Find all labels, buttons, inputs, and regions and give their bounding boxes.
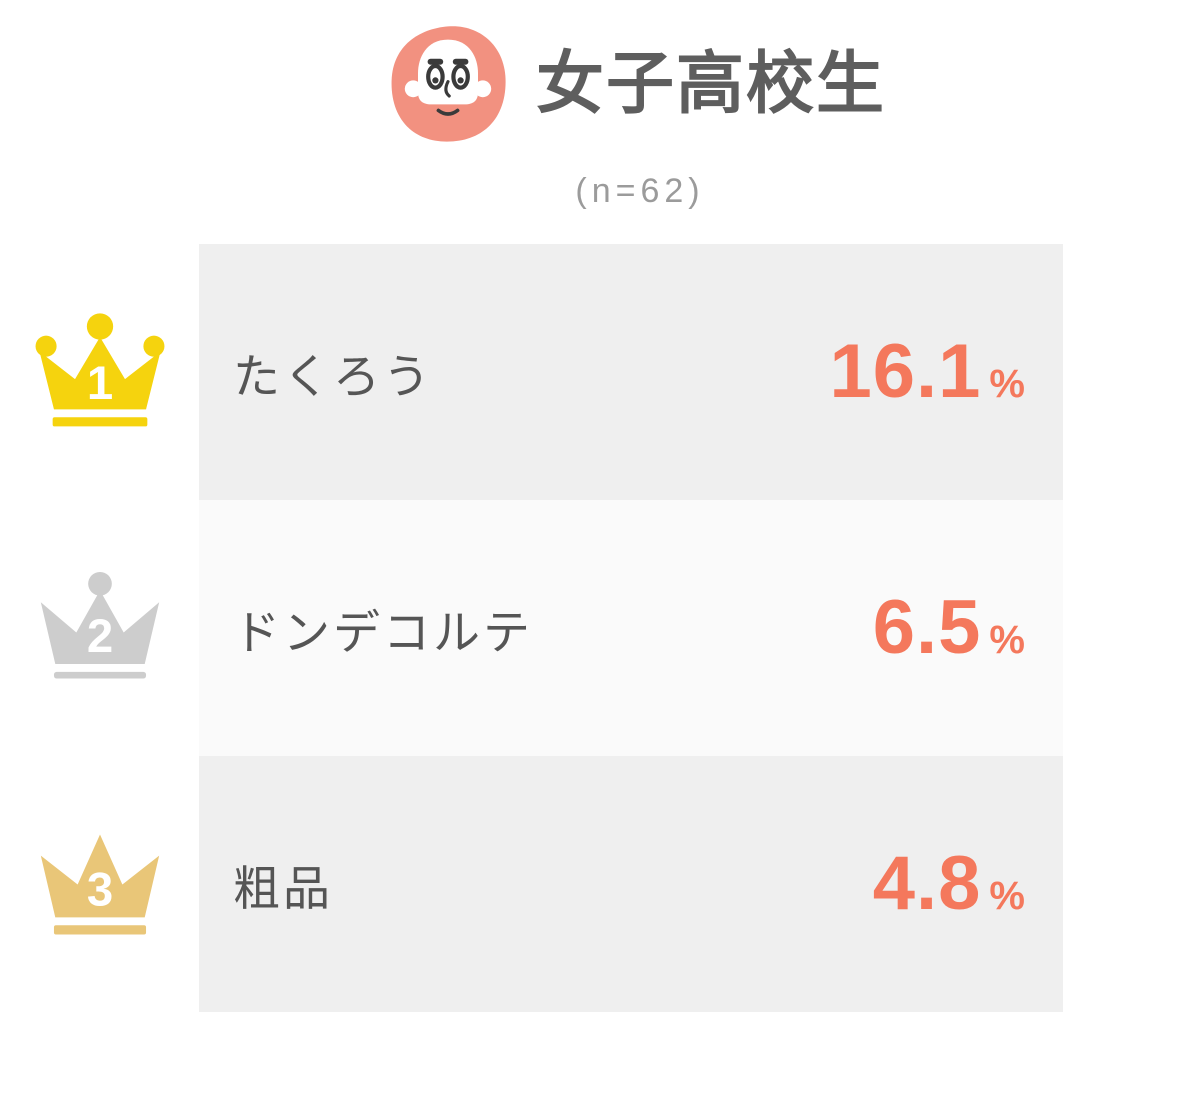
ranking-row-1: 1 たくろう 16.1 % [0, 244, 1063, 500]
rank-1-crown-cell: 1 [0, 244, 199, 500]
rank-2-value: 6.5 [872, 585, 982, 670]
bronze-crown-icon: 3 [40, 834, 159, 934]
ranking-row-3: 3 粗品 4.8 % [0, 756, 1063, 1012]
rank-3-value: 4.8 [872, 841, 982, 926]
rank-3-percent: 4.8 % [873, 846, 1025, 922]
rank-3-label: 粗品 [233, 861, 333, 915]
rank-2-label: ドンデコルテ [233, 605, 533, 659]
rank-3-crown-cell: 3 [0, 756, 199, 1012]
rank-1-unit: % [989, 362, 1025, 406]
rank-2-crown-cell: 2 [0, 500, 199, 756]
rank-1-value: 16.1 [829, 329, 982, 414]
ranking-list: 1 たくろう 16.1 % 2 [0, 244, 1063, 1012]
rank-3-row: 粗品 4.8 % [199, 756, 1063, 1012]
gold-crown-icon: 1 [35, 312, 164, 426]
page-title: 女子高校生 [535, 46, 886, 122]
silver-crown-icon: 2 [40, 571, 159, 678]
rank-1-percent: 16.1 % [830, 334, 1026, 410]
rank-2-number: 2 [86, 610, 112, 663]
rank-3-unit: % [989, 874, 1025, 918]
rank-1-number: 1 [86, 356, 112, 409]
rank-2-row: ドンデコルテ 6.5 % [199, 500, 1063, 756]
rank-1-label: たくろう [233, 349, 433, 403]
ranking-row-2: 2 ドンデコルテ 6.5 % [0, 500, 1063, 756]
rank-3-number: 3 [86, 863, 112, 916]
rank-2-unit: % [989, 618, 1025, 662]
rank-2-percent: 6.5 % [873, 590, 1025, 666]
girl-face-icon [391, 26, 506, 142]
rank-1-row: たくろう 16.1 % [199, 244, 1063, 500]
sample-size-label: (n=62) [575, 172, 705, 210]
header: 女子高校生 [34, 0, 1200, 144]
